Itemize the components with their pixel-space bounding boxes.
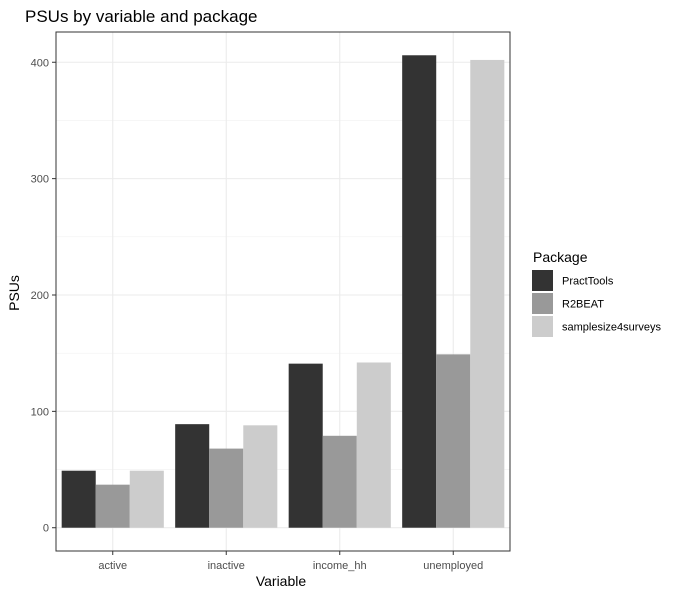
y-axis-title: PSUs [6, 275, 22, 311]
x-tick-label: unemployed [423, 560, 483, 572]
bar-income_hh-samplesize4surveys [356, 362, 391, 528]
y-tick-label: 400 [31, 57, 49, 69]
x-axis: active inactive income_hh unemployed [98, 551, 483, 572]
legend-label: R2BEAT [562, 299, 604, 311]
bar-income_hh-PractTools [288, 363, 323, 528]
y-tick-label: 200 [31, 290, 49, 302]
bar-unemployed-R2BEAT [436, 354, 471, 528]
legend-key-samplesize4surveys [532, 316, 553, 337]
legend-key-PractTools [532, 270, 553, 291]
x-tick-label: income_hh [313, 560, 367, 572]
legend-key-R2BEAT [532, 293, 553, 314]
y-tick-label: 300 [31, 174, 49, 186]
bar-inactive-PractTools [175, 424, 210, 528]
x-tick-label: inactive [208, 560, 245, 572]
x-tick-label: active [98, 560, 127, 572]
legend: Package PractTools R2BEAT samplesize4surve… [532, 249, 662, 337]
plot-panel-border [55, 31, 511, 552]
bar-income_hh-R2BEAT [322, 435, 357, 528]
bar-unemployed-PractTools [402, 55, 437, 528]
legend-label: PractTools [562, 276, 614, 288]
bars [61, 55, 505, 528]
legend-title: Package [533, 249, 588, 265]
bar-active-R2BEAT [95, 484, 130, 528]
bar-inactive-samplesize4surveys [243, 425, 278, 528]
bar-unemployed-samplesize4surveys [470, 59, 505, 528]
y-tick-label: 0 [43, 523, 49, 535]
legend-label: samplesize4surveys [562, 322, 662, 334]
chart-title: PSUs by variable and package [25, 7, 257, 26]
bar-active-PractTools [61, 470, 96, 528]
x-axis-title: Variable [256, 573, 307, 589]
bar-active-samplesize4surveys [129, 470, 164, 528]
y-axis: 0 100 200 300 400 [31, 57, 56, 535]
bar-inactive-R2BEAT [209, 448, 244, 528]
y-tick-label: 100 [31, 406, 49, 418]
